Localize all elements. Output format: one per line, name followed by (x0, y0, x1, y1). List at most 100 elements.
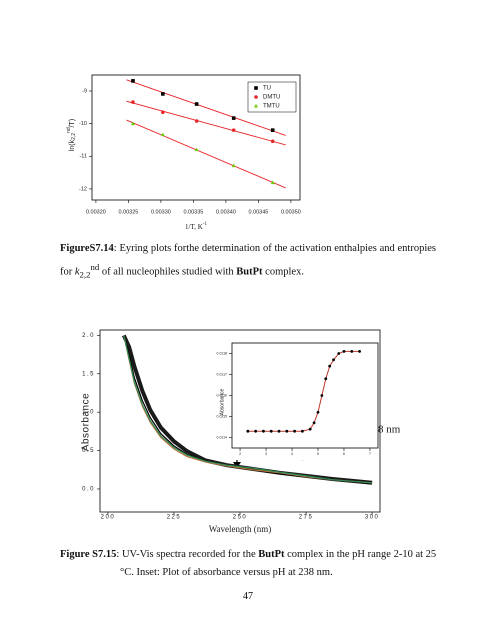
plot-frame (91, 74, 301, 201)
point (231, 116, 236, 120)
y-tick-label: -12 (79, 186, 87, 192)
point (160, 132, 165, 137)
y-axis-label: ln(k2,2nd/T) (66, 119, 77, 151)
inset-y-label: Absorbance (219, 388, 225, 415)
inset-bg (232, 343, 378, 460)
point (277, 429, 281, 433)
point (301, 429, 304, 433)
y-tick-label: 0.0114 (217, 435, 227, 439)
fit-line (126, 79, 286, 136)
y-axis-label: Absorbance (81, 393, 92, 451)
caption: Figure S7.15: UV-Vis spectra recorded fo… (60, 546, 440, 582)
x-tick-label: 0.00350 (281, 209, 301, 215)
caption-text: : Eyring plots forthe determination of t… (60, 243, 436, 278)
point (270, 139, 275, 144)
fit-line (126, 119, 286, 189)
y-tick-label: 0.0116 (217, 393, 227, 397)
point (194, 147, 199, 152)
caption-text: FigureS7.14 (60, 243, 114, 254)
caption-text: complex in the pH range 2-10 at 25 °C. I… (120, 549, 437, 578)
x-tick-label: 0.00335 (183, 209, 203, 215)
point (270, 180, 275, 185)
point (231, 128, 236, 132)
point (161, 110, 165, 115)
point (316, 410, 320, 414)
point (231, 163, 236, 168)
y-tick-label: -10 (79, 121, 87, 127)
caption: FigureS7.14: Eyring plots forthe determi… (60, 240, 436, 284)
point (320, 394, 324, 397)
point (337, 352, 341, 355)
spectra (121, 334, 373, 485)
caption-text: nd (90, 262, 100, 272)
point (254, 429, 258, 433)
y-tick-label: 0.0115 (217, 414, 227, 418)
x-tick-label: 3 (265, 452, 267, 456)
point (131, 79, 135, 83)
point (130, 121, 135, 126)
x-tick-label: 300 (365, 515, 380, 521)
x-tick-label: 0.00340 (216, 209, 236, 215)
point (350, 350, 354, 353)
x-tick-label: 0.00330 (151, 209, 171, 215)
legend-label: TU (263, 86, 271, 92)
y-tick-label: -9 (82, 88, 87, 94)
y-tick-label: 0.5 (82, 448, 95, 454)
x-tick-label: 6 (343, 452, 345, 456)
y-tick-label: 0.0117 (217, 372, 227, 376)
point (270, 128, 275, 132)
y-tick-label: 0.0 (82, 487, 95, 493)
x-tick-label: 0.00325 (118, 209, 138, 215)
point (293, 429, 297, 433)
caption-text: of all nucleophiles studied with (99, 266, 237, 278)
point (262, 429, 265, 433)
x-tick-label: 275 (299, 515, 314, 521)
caption-text: 2,2 (79, 269, 91, 280)
fit-line (126, 100, 286, 146)
point (161, 92, 165, 96)
point (254, 103, 258, 108)
point (328, 364, 332, 368)
x-tick-label: 7 (369, 452, 371, 456)
point (131, 100, 135, 104)
x-axis-label: 1/T, K-1 (185, 222, 207, 230)
x-tick-label: 225 (167, 515, 182, 521)
x-tick-label: 0.00345 (248, 209, 268, 215)
x-tick-label: 250 (233, 515, 248, 521)
x-tick-label: 200 (101, 515, 116, 521)
y-tick-label: 0.0118 (217, 351, 227, 355)
page-number: 47 (243, 591, 253, 602)
y-tick-label: 1.0 (82, 410, 95, 416)
legend-label: TMTU (263, 104, 280, 110)
point (254, 86, 258, 90)
point (358, 350, 361, 353)
caption-text: ButPt (258, 549, 285, 560)
point (332, 358, 335, 362)
point (246, 429, 250, 433)
y-tick-label: 2.0 (82, 333, 95, 339)
x-tick-label: 5 (317, 452, 319, 456)
x-tick-label: 0.00320 (86, 209, 106, 215)
y-tick-label: 1.5 (82, 371, 95, 377)
legend-label: DMTU (263, 95, 280, 101)
y-tick-label: -11 (79, 154, 87, 160)
point (342, 350, 346, 353)
point (269, 429, 273, 433)
caption-text: complex. (262, 266, 304, 278)
x-tick-label: 4 (291, 452, 293, 456)
x-axis-label: Wavelength (nm) (209, 524, 272, 534)
caption-text: k (74, 266, 80, 278)
point (324, 377, 328, 381)
point (254, 95, 258, 99)
point (194, 102, 199, 106)
caption-text: : UV-Vis spectra recorded for the (116, 549, 259, 560)
point (312, 421, 316, 425)
point (285, 429, 289, 433)
point (308, 427, 312, 431)
x-tick-label: 2 (239, 452, 241, 456)
caption-text: Figure S7.15 (60, 549, 117, 560)
point (194, 119, 199, 123)
caption-text: ButPt (236, 266, 263, 278)
